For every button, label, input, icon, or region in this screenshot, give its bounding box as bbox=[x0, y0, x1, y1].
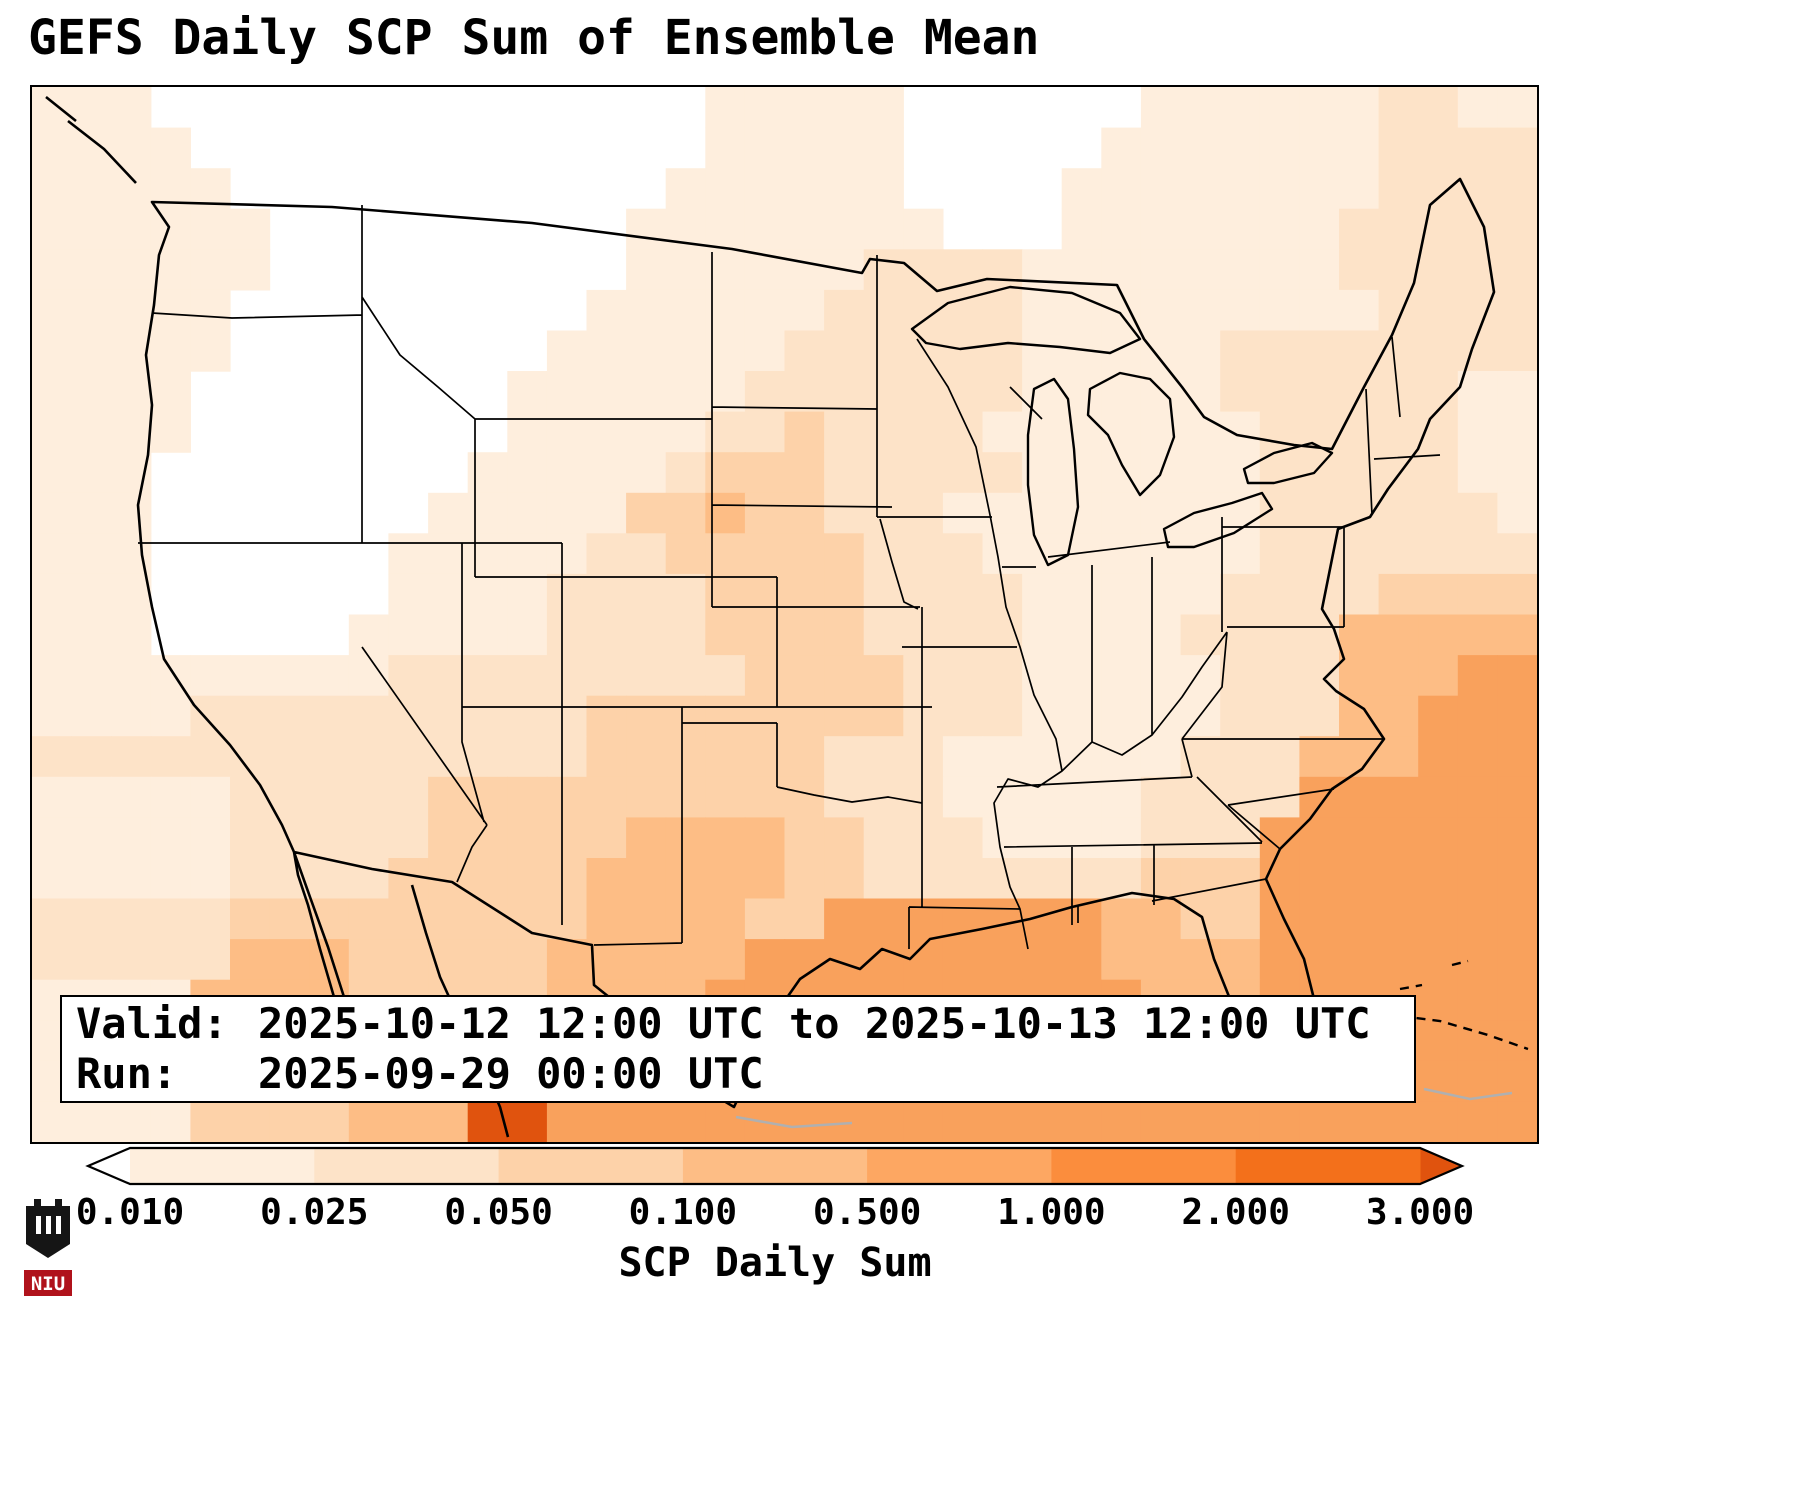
state-borders-path bbox=[138, 205, 1441, 950]
cuba-coast-path bbox=[1353, 959, 1529, 1051]
conus-map bbox=[32, 87, 1537, 1142]
colorbar-outline bbox=[85, 1146, 1465, 1186]
niu-banner bbox=[24, 1270, 72, 1296]
colorbar-tick: 0.500 bbox=[812, 1192, 922, 1233]
colorbar-tick: 0.010 bbox=[75, 1192, 185, 1233]
colorbar bbox=[85, 1146, 1465, 1188]
niu-shield-window bbox=[36, 1216, 41, 1234]
validity-info-box: Valid: 2025-10-12 12:00 UTC to 2025-10-1… bbox=[60, 995, 1416, 1103]
page-title: GEFS Daily SCP Sum of Ensemble Mean bbox=[28, 10, 1040, 66]
foreign-coast-lines bbox=[735, 1087, 1513, 1129]
colorbar-tick-labels: 0.010 0.025 0.050 0.100 0.500 1.000 2.000 3.000 bbox=[0, 1192, 1803, 1238]
niu-logo-text: NIU bbox=[31, 1273, 65, 1295]
scp-heatmap-layer bbox=[32, 87, 1537, 1142]
valid-line: Valid: 2025-10-12 12:00 UTC to 2025-10-1… bbox=[76, 999, 1400, 1049]
colorbar-svg bbox=[85, 1146, 1465, 1186]
run-value: 2025-09-29 00:00 UTC bbox=[258, 1049, 764, 1098]
colorbar-axis-label: SCP Daily Sum bbox=[618, 1240, 932, 1286]
map-panel: Valid: 2025-10-12 12:00 UTC to 2025-10-1… bbox=[30, 85, 1539, 1144]
colorbar-tick: 0.050 bbox=[444, 1192, 553, 1233]
niu-shield-window bbox=[56, 1216, 61, 1234]
colorbar-segments bbox=[88, 1148, 1462, 1184]
colorbar-tick: 1.000 bbox=[997, 1192, 1106, 1233]
run-line: Run: 2025-09-29 00:00 UTC bbox=[76, 1049, 1400, 1099]
niu-logo: NIU bbox=[24, 1199, 72, 1296]
colorbar-tick: 0.100 bbox=[628, 1192, 738, 1233]
run-label: Run: bbox=[76, 1049, 178, 1098]
colorbar-tick: 0.025 bbox=[260, 1192, 369, 1233]
colorbar-tick: 2.000 bbox=[1181, 1192, 1290, 1233]
colorbar-tick: 3.000 bbox=[1365, 1192, 1475, 1233]
valid-label: Valid: bbox=[76, 999, 228, 1049]
niu-shield-window bbox=[46, 1216, 51, 1234]
valid-value: 2025-10-12 12:00 UTC to 2025-10-13 12:00… bbox=[258, 999, 1371, 1049]
